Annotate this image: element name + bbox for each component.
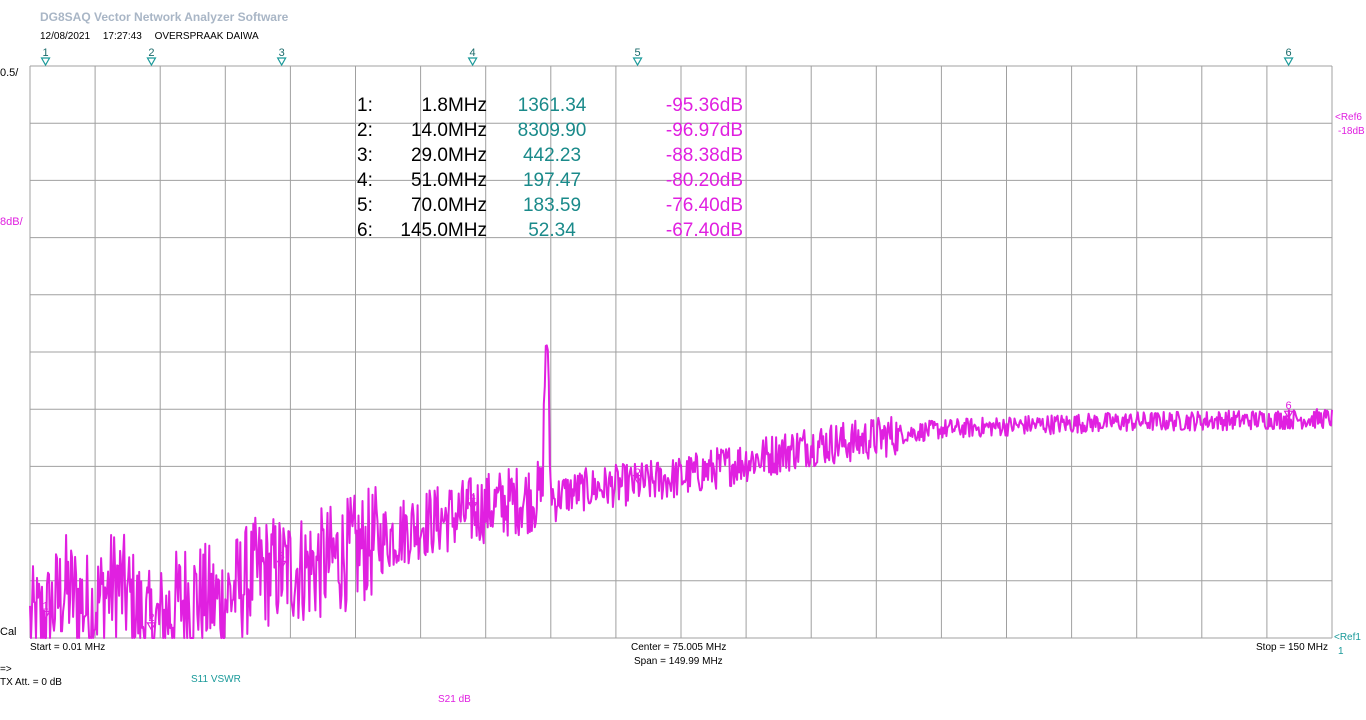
marker-top-triangle-icon (40, 57, 51, 67)
start-frequency-label: Start = 0.01 MHz (30, 642, 106, 653)
marker-row: 1: 1.8MHz 1361.34 -95.36dB (357, 95, 757, 120)
marker-trace-label: 5 (634, 465, 640, 477)
marker-index: 5: (357, 195, 373, 216)
measurement-time: 17:27:43 (102, 31, 142, 42)
center-frequency-label: Center = 75.005 MHz (631, 642, 727, 653)
marker-frequency: 29.0MHz (410, 145, 487, 166)
marker-vswr: 1361.34 (517, 95, 587, 116)
marker-frequency: 14.0MHz (410, 120, 487, 141)
marker-db: -80.20dB (665, 170, 743, 191)
marker-row: 6: 145.0MHz 52.34 -67.40dB (357, 220, 757, 245)
marker-top-label: 4 (470, 47, 476, 59)
marker-frequency: 51.0MHz (410, 170, 487, 191)
marker-index: 1: (357, 95, 373, 116)
marker-row: 5: 70.0MHz 183.59 -76.40dB (357, 195, 757, 220)
trace2-legend[interactable]: S21 dB (438, 694, 471, 705)
marker-trace-triangle-icon (632, 474, 643, 484)
marker-top-triangle-icon (1283, 57, 1294, 67)
app-title: DG8SAQ Vector Network Analyzer Software (40, 10, 289, 24)
marker-top-label: 6 (1286, 47, 1292, 59)
marker-row: 2: 14.0MHz 8309.90 -96.97dB (357, 120, 757, 145)
marker-frequency: 145.0MHz (400, 220, 487, 241)
marker-db: -95.36dB (665, 95, 743, 116)
trace-s21 (29, 344, 1333, 639)
measurement-date: 12/08/2021 (40, 31, 91, 42)
marker-frequency: 70.0MHz (410, 195, 487, 216)
marker-top-label: 5 (634, 47, 640, 59)
marker-db: -88.38dB (665, 145, 743, 166)
cal-label: Cal (0, 626, 17, 638)
chart-marker-layer: 1 1 2 2 3 3 4 4 5 5 6 6 (40, 47, 1294, 632)
ref1-label: <Ref1 (1334, 632, 1361, 643)
marker-top-label: 2 (148, 47, 154, 59)
marker-top-triangle-icon (146, 57, 157, 67)
marker-trace-label: 3 (279, 550, 285, 562)
marker-top-triangle-icon (632, 57, 643, 67)
marker-vswr: 8309.90 (517, 120, 587, 141)
marker-trace-triangle-icon (146, 622, 157, 632)
marker-trace-triangle-icon (1283, 410, 1294, 420)
marker-top-label: 1 (42, 47, 48, 59)
marker-vswr: 442.23 (522, 145, 582, 166)
chart-trace-layer (29, 344, 1333, 639)
chart-grid (29, 65, 1333, 639)
marker-trace-triangle-icon (276, 560, 287, 570)
marker-index: 2: (357, 120, 373, 141)
marker-db: -96.97dB (665, 120, 743, 141)
marker-vswr: 52.34 (528, 220, 576, 241)
arrow-label: => (0, 664, 12, 675)
marker-frequency: 1.8MHz (421, 95, 487, 116)
marker-trace-label: 6 (1286, 400, 1292, 412)
marker-db: -67.40dB (665, 220, 743, 241)
marker-trace-label: 4 (470, 492, 476, 504)
left-scale-top-label: 0.5/ (0, 67, 19, 79)
marker-top-label: 3 (279, 47, 285, 59)
marker-trace-triangle-icon (40, 610, 51, 620)
marker-top-triangle-icon (276, 57, 287, 67)
marker-row: 4: 51.0MHz 197.47 -80.20dB (357, 170, 757, 195)
stop-frequency-label: Stop = 150 MHz (1256, 642, 1328, 653)
ref1-value: 1 (1338, 646, 1344, 657)
marker-index: 4: (357, 170, 373, 191)
tx-attenuation-label: TX Att. = 0 dB (0, 677, 62, 688)
marker-trace-triangle-icon (467, 502, 478, 511)
marker-trace-label: 2 (148, 612, 154, 624)
span-label: Span = 149.99 MHz (634, 656, 723, 667)
marker-top-triangle-icon (467, 57, 478, 67)
marker-db: -76.40dB (665, 195, 743, 216)
measurement-header: 12/08/2021 17:27:43 OVERSPRAAK DAIWA (40, 31, 269, 42)
marker-vswr: 183.59 (522, 195, 582, 216)
left-scale-div-label: 8dB/ (0, 216, 23, 228)
ref6-label: <Ref6 (1335, 112, 1362, 123)
marker-index: 3: (357, 145, 373, 166)
marker-index: 6: (357, 220, 373, 241)
trace1-legend[interactable]: S11 VSWR (191, 674, 241, 685)
marker-vswr: 197.47 (522, 170, 582, 191)
ref6-value: -18dB (1338, 126, 1365, 137)
marker-trace-label: 1 (42, 600, 48, 612)
measurement-description: OVERSPRAAK DAIWA (154, 31, 259, 42)
marker-row: 3: 29.0MHz 442.23 -88.38dB (357, 145, 757, 170)
